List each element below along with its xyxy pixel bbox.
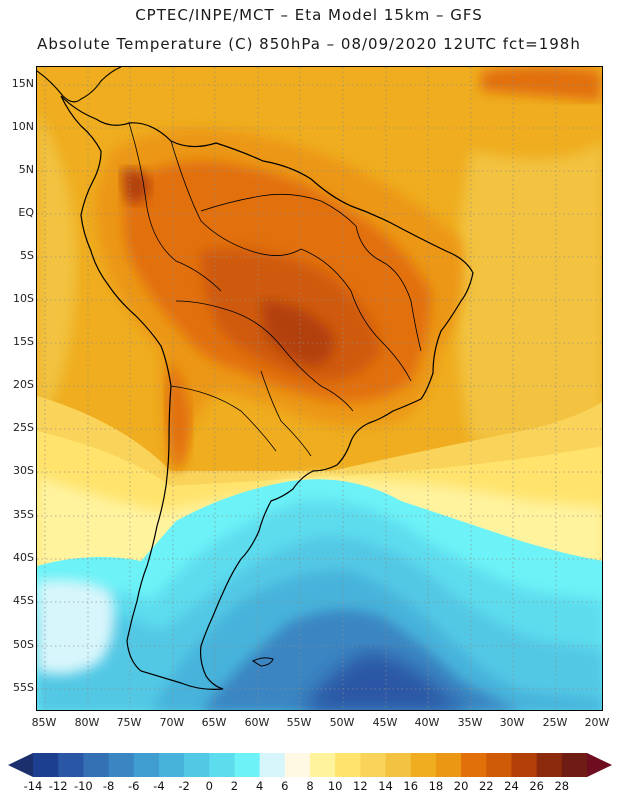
colorbar-label: -10: [74, 779, 93, 792]
lat-label-55s: 55S: [13, 681, 34, 694]
colorbar-label: -6: [128, 779, 139, 792]
colorbar-label: 0: [206, 779, 213, 792]
coastline-central-america: [37, 67, 122, 103]
lat-label-20s: 20S: [13, 378, 34, 391]
field-minus12c: [302, 651, 469, 710]
colorbar-swatch: [410, 753, 437, 777]
lon-label-25w: 25W: [542, 716, 568, 729]
colorbar-label: 20: [454, 779, 469, 792]
lat-label-50s: 50S: [13, 638, 34, 651]
lon-label-50w: 50W: [329, 716, 355, 729]
colorbar-swatch: [158, 753, 185, 777]
colorbar-swatches: [33, 753, 588, 777]
field-20c-andes: [166, 361, 191, 471]
lon-label-20w: 20W: [584, 716, 610, 729]
lon-label-45w: 45W: [372, 716, 398, 729]
field-24c-andes-north: [121, 168, 151, 204]
colorbar-swatch: [486, 753, 512, 777]
colorbar-label: 2: [231, 779, 238, 792]
lon-label-30w: 30W: [499, 716, 525, 729]
colorbar-label: 6: [281, 779, 288, 792]
colorbar-labels: -14 -12 -10 -8 -6 -4 -2 0 2 4 6 8 10 12 14 16 18 20 22 24 26…: [24, 779, 570, 792]
colorbar-swatch: [310, 753, 336, 777]
lat-label-10n: 10N: [11, 120, 34, 133]
lat-label-40s: 40S: [13, 551, 34, 564]
field-14c-east: [456, 142, 602, 471]
colorbar-swatch: [335, 753, 361, 777]
colorbar-label: 16: [403, 779, 418, 792]
colorbar-label: 14: [378, 779, 393, 792]
colorbar-swatch: [536, 753, 563, 777]
lat-label-5n: 5N: [18, 163, 34, 176]
lat-label-35s: 35S: [13, 508, 34, 521]
lat-label-30s: 30S: [13, 464, 34, 477]
lon-label-55w: 55W: [286, 716, 312, 729]
colorbar-label: 8: [306, 779, 313, 792]
map-title-line-1: CPTEC/INPE/MCT – Eta Model 15km – GFS: [135, 6, 483, 24]
lat-label-eq: EQ: [18, 206, 34, 219]
colorbar-label: 4: [256, 779, 263, 792]
lon-label-35w: 35W: [457, 716, 483, 729]
colorbar-swatch: [360, 753, 387, 777]
field-20c-northeast: [481, 67, 601, 101]
lon-label-85w: 85W: [31, 716, 57, 729]
colorbar-swatch: [108, 753, 135, 777]
temperature-map-canvas: [37, 67, 602, 710]
colorbar-swatch: [184, 753, 210, 777]
colorbar-label: -2: [178, 779, 189, 792]
colorbar-label: 12: [353, 779, 368, 792]
colorbar-swatch: [435, 753, 462, 777]
colorbar-swatch: [511, 753, 538, 777]
colorbar-label: 22: [479, 779, 494, 792]
lon-label-75w: 75W: [116, 716, 142, 729]
colorbar-swatch: [385, 753, 412, 777]
colorbar-swatch: [461, 753, 487, 777]
colorbar-swatch: [284, 753, 311, 777]
colorbar-label: -12: [49, 779, 68, 792]
colorbar-label: -4: [153, 779, 164, 792]
colorbar-swatch: [259, 753, 286, 777]
lat-label-15n: 15N: [11, 77, 34, 90]
lon-label-65w: 65W: [201, 716, 227, 729]
lat-label-25s: 25S: [13, 421, 34, 434]
colorbar-label: 24: [504, 779, 519, 792]
lat-label-10s: 10S: [13, 292, 34, 305]
colorbar-label: 28: [554, 779, 569, 792]
lat-label-45s: 45S: [13, 594, 34, 607]
colorbar-label: -8: [103, 779, 114, 792]
colorbar-swatch: [83, 753, 110, 777]
colorbar-swatch: [561, 753, 588, 777]
country-borders: [128, 122, 422, 457]
colorbar-right-arrow: [587, 753, 612, 777]
lon-label-40w: 40W: [414, 716, 440, 729]
map-title-line-2: Absolute Temperature (C) 850hPa – 08/09/…: [37, 35, 581, 53]
lon-label-70w: 70W: [159, 716, 185, 729]
colorbar-swatch: [234, 753, 261, 777]
temperature-map: [36, 66, 603, 711]
colorbar-swatch: [33, 753, 59, 777]
colorbar-label: -14: [24, 779, 43, 792]
colorbar-label: 10: [328, 779, 343, 792]
field-14c-west: [37, 111, 77, 421]
lat-label-15s: 15S: [13, 335, 34, 348]
lon-label-60w: 60W: [244, 716, 270, 729]
colorbar-left-arrow: [8, 753, 33, 777]
lat-label-5s: 5S: [20, 249, 34, 262]
colorbar-swatch: [58, 753, 84, 777]
colorbar-label: 26: [529, 779, 544, 792]
colorbar-swatch: [209, 753, 235, 777]
lon-label-80w: 80W: [74, 716, 100, 729]
falkland-islands: [251, 657, 274, 667]
field-4c-west: [37, 579, 115, 675]
colorbar: -14 -12 -10 -8 -6 -4 -2 0 2 4 6 8 10 12 14 16 18 20 22 24 26…: [8, 753, 612, 792]
field-24c-core: [261, 301, 334, 366]
colorbar-label: 18: [429, 779, 444, 792]
colorbar-swatch: [133, 753, 160, 777]
coastline-south-america: [60, 95, 474, 690]
